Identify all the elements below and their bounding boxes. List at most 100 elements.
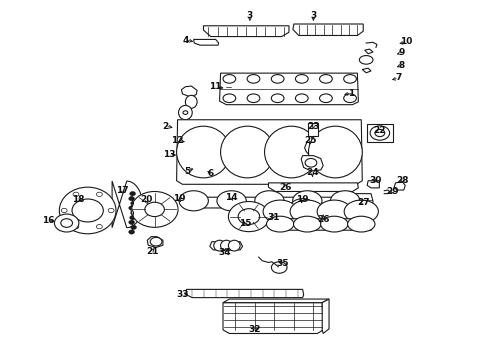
Ellipse shape bbox=[214, 240, 225, 251]
Ellipse shape bbox=[319, 75, 332, 83]
Polygon shape bbox=[269, 219, 372, 230]
Ellipse shape bbox=[220, 240, 232, 251]
Ellipse shape bbox=[131, 192, 178, 227]
Ellipse shape bbox=[295, 75, 308, 83]
Ellipse shape bbox=[145, 202, 164, 217]
Polygon shape bbox=[203, 26, 289, 37]
Polygon shape bbox=[220, 73, 358, 105]
Ellipse shape bbox=[150, 237, 162, 246]
Text: 29: 29 bbox=[386, 187, 399, 196]
Ellipse shape bbox=[179, 191, 208, 211]
Ellipse shape bbox=[196, 124, 214, 137]
Text: 5: 5 bbox=[185, 167, 191, 176]
Text: 16: 16 bbox=[42, 216, 55, 225]
Polygon shape bbox=[269, 205, 372, 221]
Ellipse shape bbox=[54, 214, 79, 232]
Text: 4: 4 bbox=[182, 36, 189, 45]
Ellipse shape bbox=[73, 225, 79, 229]
Text: 35: 35 bbox=[277, 259, 290, 268]
Ellipse shape bbox=[370, 126, 390, 140]
Ellipse shape bbox=[228, 240, 240, 251]
Polygon shape bbox=[394, 182, 405, 190]
Ellipse shape bbox=[271, 262, 287, 273]
Text: 3: 3 bbox=[247, 10, 253, 19]
Text: 20: 20 bbox=[140, 195, 152, 204]
Ellipse shape bbox=[263, 200, 297, 223]
Text: 30: 30 bbox=[370, 176, 382, 185]
Ellipse shape bbox=[130, 192, 136, 196]
Ellipse shape bbox=[223, 94, 236, 103]
Ellipse shape bbox=[317, 200, 351, 223]
Text: 7: 7 bbox=[396, 73, 402, 82]
Text: 23: 23 bbox=[307, 122, 319, 131]
Polygon shape bbox=[112, 181, 142, 228]
Text: 19: 19 bbox=[172, 194, 185, 203]
Ellipse shape bbox=[129, 230, 135, 234]
Polygon shape bbox=[180, 197, 357, 208]
Polygon shape bbox=[223, 299, 329, 303]
Ellipse shape bbox=[297, 205, 309, 214]
Ellipse shape bbox=[294, 216, 321, 232]
Ellipse shape bbox=[59, 187, 116, 234]
Ellipse shape bbox=[61, 219, 73, 227]
Text: 10: 10 bbox=[400, 37, 413, 46]
Ellipse shape bbox=[185, 95, 197, 108]
Text: 8: 8 bbox=[398, 61, 404, 70]
Ellipse shape bbox=[343, 94, 356, 103]
Text: 33: 33 bbox=[176, 289, 189, 298]
Ellipse shape bbox=[293, 191, 322, 211]
Ellipse shape bbox=[305, 158, 317, 167]
Ellipse shape bbox=[131, 211, 137, 215]
Text: 19: 19 bbox=[296, 195, 309, 204]
Text: 3: 3 bbox=[310, 10, 317, 19]
Ellipse shape bbox=[255, 191, 284, 211]
Text: 6: 6 bbox=[208, 169, 214, 178]
Ellipse shape bbox=[129, 206, 135, 210]
Polygon shape bbox=[194, 40, 219, 45]
Text: 14: 14 bbox=[225, 193, 238, 202]
Text: 1: 1 bbox=[348, 89, 355, 98]
Ellipse shape bbox=[289, 199, 317, 220]
Polygon shape bbox=[176, 120, 362, 184]
Ellipse shape bbox=[271, 75, 284, 83]
Text: 21: 21 bbox=[146, 247, 158, 256]
Polygon shape bbox=[365, 49, 373, 54]
Polygon shape bbox=[186, 289, 304, 298]
Ellipse shape bbox=[266, 208, 281, 219]
Ellipse shape bbox=[73, 192, 79, 197]
Polygon shape bbox=[223, 303, 323, 333]
Polygon shape bbox=[301, 156, 323, 171]
Ellipse shape bbox=[217, 191, 246, 211]
Polygon shape bbox=[353, 194, 373, 206]
Polygon shape bbox=[147, 237, 163, 247]
Ellipse shape bbox=[295, 94, 308, 103]
Text: 18: 18 bbox=[72, 195, 84, 204]
Ellipse shape bbox=[186, 121, 206, 137]
Polygon shape bbox=[210, 242, 243, 250]
Polygon shape bbox=[367, 181, 379, 188]
Polygon shape bbox=[181, 86, 197, 97]
Text: 13: 13 bbox=[163, 150, 175, 159]
Text: 26: 26 bbox=[279, 183, 292, 192]
Polygon shape bbox=[293, 24, 363, 36]
Ellipse shape bbox=[359, 55, 373, 64]
Ellipse shape bbox=[131, 225, 137, 229]
Ellipse shape bbox=[320, 216, 348, 232]
Text: 32: 32 bbox=[248, 325, 261, 334]
Text: 9: 9 bbox=[398, 48, 405, 57]
Ellipse shape bbox=[131, 201, 137, 206]
Ellipse shape bbox=[290, 200, 324, 223]
Polygon shape bbox=[362, 68, 371, 73]
Ellipse shape bbox=[176, 126, 230, 178]
Ellipse shape bbox=[129, 197, 135, 201]
Text: 15: 15 bbox=[239, 219, 251, 228]
Polygon shape bbox=[269, 183, 358, 192]
Text: 11: 11 bbox=[209, 82, 222, 91]
Polygon shape bbox=[322, 299, 329, 333]
Ellipse shape bbox=[271, 94, 284, 103]
Text: 27: 27 bbox=[357, 198, 369, 207]
Ellipse shape bbox=[247, 94, 260, 103]
Ellipse shape bbox=[108, 208, 114, 213]
Ellipse shape bbox=[97, 225, 102, 229]
Ellipse shape bbox=[344, 200, 378, 223]
